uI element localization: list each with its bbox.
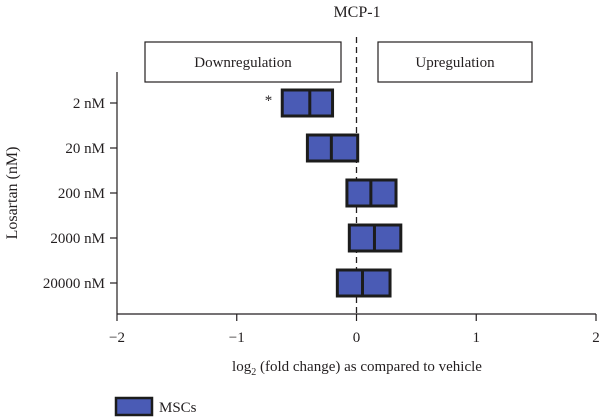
y-ticks: 2 nM 20 nM 200 nM 2000 nM 20000 nM <box>43 96 117 292</box>
y-tick-label: 20000 nM <box>43 276 105 292</box>
x-axis-label-prefix: log <box>232 359 252 375</box>
significance-layer: * <box>265 93 273 109</box>
y-tick-label: 200 nM <box>58 186 105 202</box>
x-tick-label: −1 <box>229 330 245 346</box>
y-tick-label: 2 nM <box>73 96 105 112</box>
significance-marker: * <box>265 93 273 109</box>
x-tick-label: 1 <box>473 330 481 346</box>
y-tick-label: 20 nM <box>65 141 105 157</box>
annotation-layer: Downregulation Upregulation <box>144 41 533 83</box>
y-tick-label: 2000 nM <box>50 231 105 247</box>
box-layer <box>280 88 403 298</box>
box-0 <box>280 88 335 118</box>
x-axis-label-suffix: (fold change) as compared to vehicle <box>256 359 482 375</box>
annotation-label-right: Upregulation <box>415 55 495 71</box>
legend-swatch <box>114 396 154 417</box>
x-tick-label: 2 <box>592 330 600 346</box>
legend-label: MSCs <box>159 400 197 416</box>
chart-title: MCP-1 <box>333 4 380 21</box>
y-axis-label: Losartan (nM) <box>4 147 21 240</box>
x-axis-label: log2 (fold change) as compared to vehicl… <box>232 359 482 378</box>
annotation-label-left: Downregulation <box>194 55 292 71</box>
x-ticks: −2 −1 0 1 2 <box>109 314 600 346</box>
x-tick-label: −2 <box>109 330 125 346</box>
x-axis-label-subscript: 2 <box>251 367 256 378</box>
legend: MSCs <box>114 396 197 417</box>
x-tick-label: 0 <box>353 330 361 346</box>
annotation-box-left <box>144 41 342 83</box>
annotation-box-right <box>377 41 533 83</box>
